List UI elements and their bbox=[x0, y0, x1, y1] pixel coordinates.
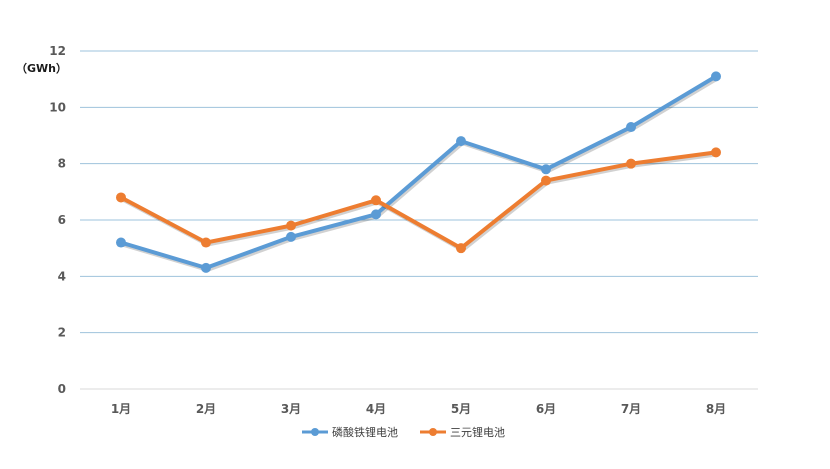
data-point bbox=[711, 147, 721, 158]
x-tick-label: 6月 bbox=[536, 402, 556, 416]
data-point bbox=[286, 231, 296, 242]
series-line bbox=[119, 150, 718, 251]
y-axis-unit-label: （GWh） bbox=[16, 62, 67, 75]
legend-entry-0: 磷酸铁锂电池 bbox=[302, 425, 398, 439]
x-tick-label: 4月 bbox=[366, 402, 386, 416]
y-tick-label: 10 bbox=[49, 100, 66, 114]
x-tick-label: 8月 bbox=[706, 402, 726, 416]
data-point bbox=[541, 164, 551, 175]
x-axis-ticks: 1月 2月 3月 4月 5月 6月 7月 8月 bbox=[111, 402, 726, 416]
data-point bbox=[201, 237, 211, 248]
x-tick-label: 7月 bbox=[621, 402, 641, 416]
data-point bbox=[116, 237, 126, 248]
data-point bbox=[201, 262, 211, 273]
data-point bbox=[626, 158, 636, 169]
data-point bbox=[116, 192, 126, 203]
data-point bbox=[371, 209, 381, 220]
series-0 bbox=[116, 71, 721, 273]
gridlines bbox=[80, 50, 758, 390]
legend-label: 三元锂电池 bbox=[450, 425, 505, 439]
data-point bbox=[286, 220, 296, 231]
x-tick-label: 2月 bbox=[196, 402, 216, 416]
y-axis-ticks: 0 2 4 6 8 10 12 bbox=[49, 44, 66, 396]
y-tick-label: 4 bbox=[58, 269, 66, 283]
data-point bbox=[626, 122, 636, 133]
series-line-shadow bbox=[120, 152, 720, 253]
y-tick-label: 2 bbox=[58, 326, 66, 340]
legend: 磷酸铁锂电池 三元锂电池 bbox=[302, 425, 505, 439]
data-point bbox=[541, 175, 551, 186]
x-tick-label: 1月 bbox=[111, 402, 131, 416]
series-line-shadow bbox=[120, 76, 720, 272]
legend-label: 磷酸铁锂电池 bbox=[332, 425, 398, 439]
y-tick-label: 12 bbox=[49, 44, 66, 58]
data-point bbox=[711, 71, 721, 82]
series-1 bbox=[116, 147, 721, 254]
x-tick-label: 5月 bbox=[451, 402, 471, 416]
series-lines bbox=[116, 71, 721, 273]
legend-marker-swatch bbox=[311, 428, 319, 436]
y-tick-label: 0 bbox=[58, 382, 66, 396]
y-tick-label: 8 bbox=[58, 157, 66, 171]
legend-marker-swatch bbox=[429, 428, 437, 436]
series-line bbox=[119, 74, 718, 270]
x-tick-label: 3月 bbox=[281, 402, 301, 416]
legend-entry-1: 三元锂电池 bbox=[420, 425, 505, 439]
data-point bbox=[456, 243, 466, 254]
data-point bbox=[456, 136, 466, 147]
data-point bbox=[371, 195, 381, 206]
y-tick-label: 6 bbox=[58, 213, 66, 227]
